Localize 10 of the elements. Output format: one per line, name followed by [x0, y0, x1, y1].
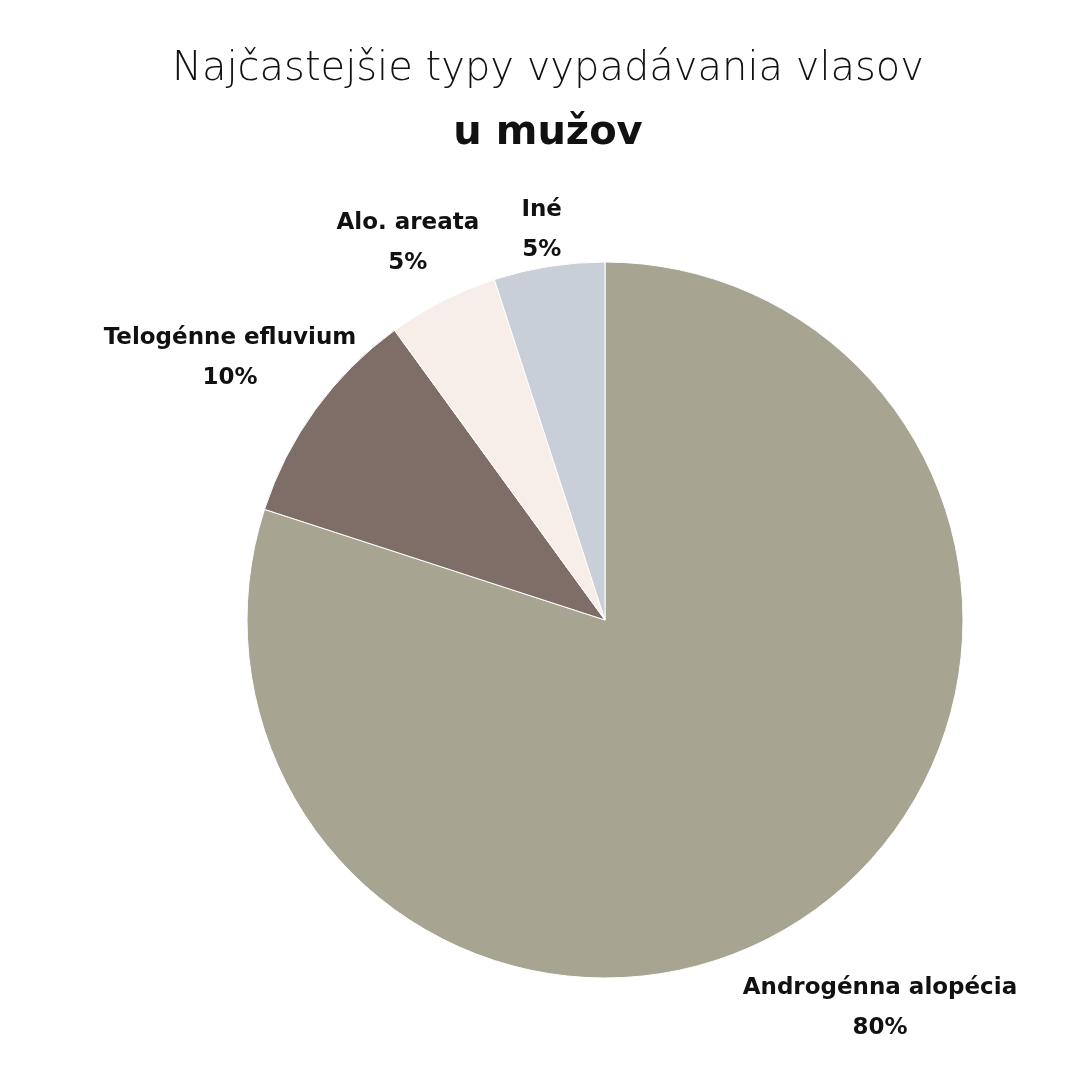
- chart-title: Najčastejšie typy vypadávania vlasov: [171, 43, 925, 89]
- slice-label: Telogénne efluvium: [103, 322, 357, 349]
- slice-label: Alo. areata: [336, 208, 480, 235]
- slice-label: Androgénna alopécia: [742, 973, 1018, 1000]
- slice-label: Iné: [521, 195, 562, 222]
- data-label: 5%: [522, 235, 562, 262]
- data-label: 5%: [388, 248, 428, 275]
- data-label: 10%: [202, 362, 258, 389]
- data-label: 80%: [852, 1013, 908, 1040]
- chart-subtitle: u mužov: [453, 107, 643, 153]
